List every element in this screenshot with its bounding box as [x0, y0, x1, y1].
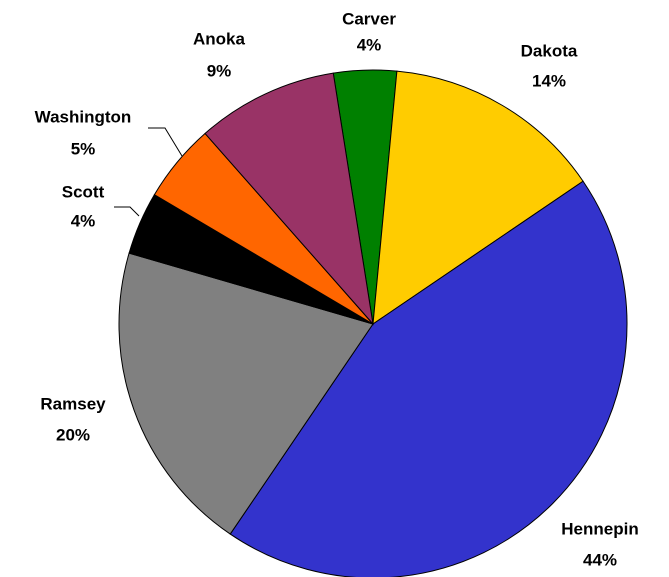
slice-label: Carver: [342, 9, 396, 28]
pie-slice: [204, 72, 374, 326]
slice-value-label: 9%: [207, 61, 232, 80]
pie-slice: [229, 180, 628, 577]
slice-value-label: 4%: [71, 211, 96, 230]
slice-label: Scott: [62, 182, 105, 201]
pie-slice: [118, 252, 374, 535]
pie-slice: [372, 70, 584, 326]
slice-value-label: 44%: [583, 550, 617, 569]
slice-label: Washington: [35, 107, 132, 126]
slice-label: Anoka: [193, 29, 246, 48]
leader-line: [114, 206, 140, 217]
slice-label: Hennepin: [561, 519, 638, 538]
leader-line: [148, 127, 183, 157]
slice-value-label: 14%: [532, 71, 566, 90]
slice-label: Dakota: [521, 41, 578, 60]
slice-label: Ramsey: [40, 394, 106, 413]
slice-value-label: 20%: [56, 425, 90, 444]
slice-value-label: 5%: [71, 139, 96, 158]
slice-value-label: 4%: [357, 35, 382, 54]
